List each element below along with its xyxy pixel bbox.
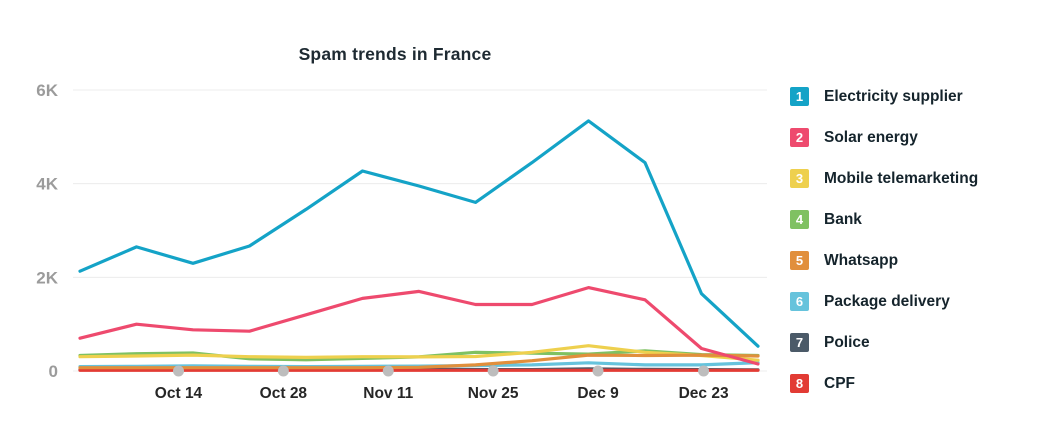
legend-item-police: 7 Police [790,333,870,352]
legend-swatch: 1 [790,87,809,106]
series-line-solar-energy [78,286,760,366]
x-tick-label-dec-23: Dec 23 [679,385,729,402]
legend-swatch: 6 [790,292,809,311]
legend-item-whatsapp: 5 Whatsapp [790,251,898,270]
x-tick-dot-oct-14 [173,365,184,377]
legend-swatch: 7 [790,333,809,352]
legend-item-package-delivery: 6 Package delivery [790,292,950,311]
legend-item-electricity-supplier: 1 Electricity supplier [790,87,963,106]
legend-swatch: 4 [790,210,809,229]
legend-swatch: 8 [790,374,809,393]
legend-item-mobile-telemarketing: 3 Mobile telemarketing [790,169,978,188]
legend-label: Bank [824,210,862,228]
x-tick-label-oct-14: Oct 14 [155,385,203,402]
legend-rank: 3 [795,171,804,186]
legend-label: Police [824,333,870,351]
chart-title: Spam trends in France [298,44,492,64]
legend-label: Package delivery [824,292,950,310]
x-tick-dot-dec-23 [698,365,710,377]
series-line-electricity-supplier [78,119,760,348]
x-tick-label-nov-25: Nov 25 [468,385,519,402]
x-tick-label-nov-11: Nov 11 [363,385,413,402]
x-tick-dot-nov-11 [382,365,394,377]
legend-rank: 4 [795,212,804,227]
x-tick-dot-oct-28 [277,365,289,377]
legend-label: Mobile telemarketing [824,169,979,187]
legend-label: CPF [824,374,855,392]
y-tick-label-0: 0 [49,362,58,381]
legend-item-solar-energy: 2 Solar energy [790,128,918,147]
legend-rank: 7 [795,335,804,350]
x-tick-label-oct-28: Oct 28 [260,385,308,402]
legend-rank: 1 [795,89,804,104]
y-tick-label-6k: 6K [36,81,58,100]
legend-label: Electricity supplier [824,87,963,105]
y-tick-label-4k: 4K [36,175,58,194]
legend-rank: 2 [795,130,804,145]
series-line-whatsapp [78,353,760,370]
legend-label: Solar energy [824,128,918,146]
legend-swatch: 5 [790,251,809,270]
legend-item-cpf: 8 CPF [790,374,855,393]
legend-swatch: 3 [790,169,809,188]
x-tick-dot-nov-25 [487,365,499,377]
legend-rank: 5 [795,253,804,268]
legend-item-bank: 4 Bank [790,210,862,229]
legend-label: Whatsapp [824,251,899,269]
x-tick-label-dec-9: Dec 9 [577,385,619,402]
legend-rank: 6 [795,294,804,309]
y-tick-label-2k: 2K [36,268,58,287]
x-tick-dot-dec-9 [592,365,604,377]
legend-rank: 8 [795,376,804,391]
series-line-mobile-telemarketing [78,344,760,362]
legend-swatch: 2 [790,128,809,147]
